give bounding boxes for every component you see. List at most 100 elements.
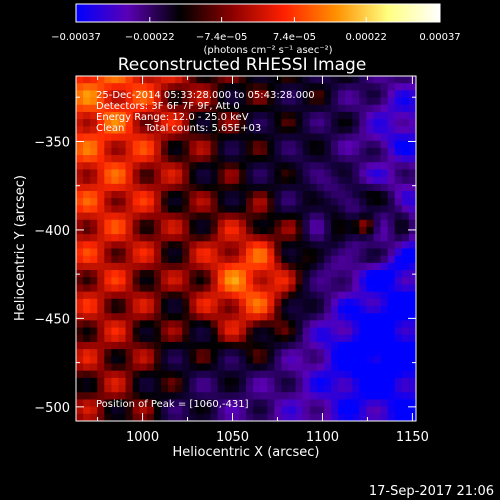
heatmap-cell <box>373 341 381 350</box>
heatmap-cell <box>104 234 112 242</box>
heatmap-cell <box>203 284 211 293</box>
heatmap-cell <box>125 377 134 386</box>
heatmap-cell <box>90 327 98 336</box>
heatmap-cell <box>210 284 219 293</box>
heatmap-cell <box>316 191 325 199</box>
heatmap-cell <box>323 183 332 192</box>
heatmap-cell <box>175 298 183 307</box>
heatmap-cell <box>210 111 219 120</box>
heatmap-cell <box>238 392 247 400</box>
heatmap-cell <box>175 212 183 221</box>
heatmap-cell <box>224 399 233 408</box>
heatmap-cell <box>302 119 311 127</box>
heatmap-cell <box>146 370 155 379</box>
heatmap-cell <box>182 183 190 192</box>
heatmap-cell <box>345 133 353 142</box>
heatmap-cell <box>352 241 360 249</box>
heatmap-cell <box>359 413 367 422</box>
heatmap-cell <box>118 392 126 400</box>
heatmap-cell <box>203 147 211 156</box>
heatmap-cell <box>380 385 389 393</box>
heatmap-cell <box>238 413 247 422</box>
heatmap-cell <box>161 155 169 163</box>
heatmap-cell <box>76 399 84 408</box>
heatmap-cell <box>83 205 91 213</box>
heatmap-cell <box>175 406 183 415</box>
heatmap-cell <box>309 392 318 400</box>
heatmap-cell <box>76 226 84 235</box>
heatmap-cell <box>153 291 162 300</box>
footer-timestamp: 17-Sep-2017 21:06 <box>369 484 494 499</box>
heatmap-cell <box>246 198 254 206</box>
heatmap-cell <box>203 111 211 120</box>
heatmap-cell <box>146 320 155 328</box>
heatmap-cell <box>83 377 91 386</box>
heatmap-cell <box>104 284 112 293</box>
heatmap-cell <box>380 155 389 163</box>
heatmap-cell <box>394 147 403 156</box>
heatmap-cell <box>118 212 126 221</box>
heatmap-cell <box>210 356 219 364</box>
heatmap-cell <box>267 327 275 336</box>
heatmap-cell <box>104 183 112 192</box>
heatmap-cell <box>359 219 367 228</box>
heatmap-cell <box>338 377 346 386</box>
heatmap-cell <box>104 255 112 264</box>
heatmap-cell <box>331 327 339 336</box>
heatmap-cell <box>118 241 126 249</box>
heatmap-cell <box>111 377 119 386</box>
heatmap-cell <box>394 126 403 134</box>
heatmap-cell <box>408 399 417 408</box>
heatmap-cell <box>253 270 261 278</box>
heatmap-cell <box>132 313 141 321</box>
heatmap-cell <box>359 162 367 170</box>
heatmap-cell <box>139 119 148 127</box>
heatmap-cell <box>246 255 254 264</box>
heatmap-cell <box>352 363 360 372</box>
heatmap-cell <box>182 262 190 271</box>
heatmap-cell <box>267 176 275 185</box>
heatmap-cell <box>253 119 261 127</box>
heatmap-cell <box>394 226 403 235</box>
heatmap-cell <box>83 277 91 285</box>
heatmap-cell <box>380 176 389 185</box>
heatmap-cell <box>111 97 119 106</box>
heatmap-cell <box>267 406 275 415</box>
heatmap-cell <box>316 277 325 285</box>
heatmap-cell <box>387 183 396 192</box>
heatmap-cell <box>288 377 296 386</box>
heatmap-cell <box>118 291 126 300</box>
heatmap-cell <box>182 241 190 249</box>
heatmap-cell <box>380 162 389 170</box>
heatmap-cell <box>345 270 353 278</box>
heatmap-cell <box>231 104 240 113</box>
heatmap-cell <box>338 306 346 314</box>
heatmap-cell <box>274 399 282 408</box>
heatmap-cell <box>373 334 381 343</box>
heatmap-cell <box>323 413 332 422</box>
heatmap-cell <box>132 385 141 393</box>
heatmap-cell <box>210 212 219 221</box>
heatmap-cell <box>366 248 374 257</box>
heatmap-cell <box>161 270 169 278</box>
heatmap-cell <box>352 169 360 178</box>
y-axis-label: Heliocentric Y (arcsec) <box>13 175 28 321</box>
heatmap-cell <box>338 140 346 149</box>
heatmap-cell <box>316 83 325 91</box>
heatmap-cell <box>267 198 275 206</box>
heatmap-cell <box>238 327 247 336</box>
heatmap-cell <box>302 241 311 249</box>
heatmap-cell <box>118 377 126 386</box>
heatmap-cell <box>274 147 282 156</box>
heatmap-cell <box>83 198 91 206</box>
heatmap-cell <box>309 219 318 228</box>
heatmap-cell <box>387 270 396 278</box>
heatmap-cell <box>246 133 254 142</box>
heatmap-cell <box>274 119 282 127</box>
heatmap-cell <box>373 313 381 321</box>
heatmap-cell <box>281 298 289 307</box>
heatmap-cell <box>118 205 126 213</box>
heatmap-cell <box>309 255 318 264</box>
heatmap-cell <box>401 349 410 357</box>
